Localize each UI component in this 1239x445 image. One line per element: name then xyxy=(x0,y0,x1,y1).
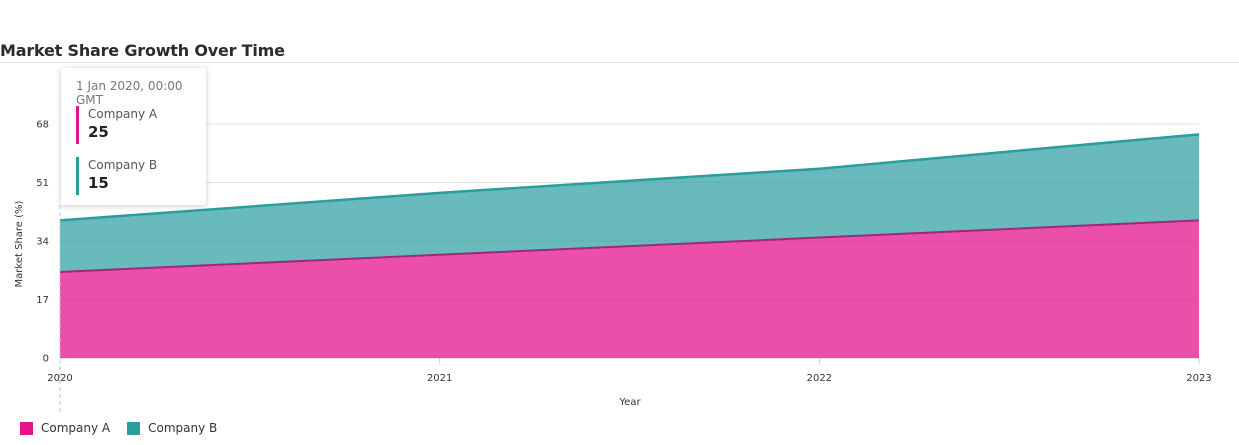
tooltip-color-bar xyxy=(76,106,79,144)
legend-label: Company B xyxy=(148,421,218,435)
tooltip-series-value: 25 xyxy=(88,123,109,141)
area-company-b[interactable] xyxy=(60,134,1199,272)
legend-swatch xyxy=(127,421,141,435)
legend-item-company-a[interactable]: Company A xyxy=(20,421,110,435)
area-company-a[interactable] xyxy=(60,220,1199,358)
tooltip-series-name: Company B xyxy=(88,158,158,172)
tooltip-color-bar xyxy=(76,157,79,195)
x-axis-title: Year xyxy=(618,397,641,408)
tooltip: 1 Jan 2020, 00:00 GMT Company A 25 Compa… xyxy=(61,68,206,205)
title-divider xyxy=(0,62,1239,63)
legend-swatch xyxy=(20,421,33,435)
tooltip-series-name: Company A xyxy=(88,107,158,121)
tooltip-series-value: 15 xyxy=(88,174,109,192)
y-tick-label: 17 xyxy=(36,295,49,306)
axis-ticks: 0 17 34 51 68 2020 2021 2022 2023 xyxy=(36,120,1211,385)
y-axis-title: Market Share (%) xyxy=(14,200,25,287)
legend-item-company-b[interactable]: Company B xyxy=(127,421,217,435)
y-tick-label: 68 xyxy=(36,120,49,131)
x-tick-label: 2022 xyxy=(807,373,832,384)
x-tick-label: 2021 xyxy=(427,373,452,384)
line-company-b xyxy=(59,133,1200,222)
line-company-a xyxy=(59,219,1200,273)
legend: Company A Company B xyxy=(20,421,234,435)
y-tick-label: 0 xyxy=(43,354,49,365)
x-tick-label: 2023 xyxy=(1186,373,1211,384)
legend-label: Company A xyxy=(41,421,111,435)
series-areas xyxy=(59,133,1200,358)
x-tick-label: 2020 xyxy=(47,373,72,384)
tooltip-date: 1 Jan 2020, 00:00 GMT xyxy=(76,79,183,107)
y-tick-label: 51 xyxy=(36,178,49,189)
y-tick-label: 34 xyxy=(36,237,49,248)
chart-title: Market Share Growth Over Time xyxy=(0,41,285,60)
tooltip-row-company-a: Company A 25 xyxy=(76,106,157,144)
tooltip-row-company-b: Company B 15 xyxy=(76,157,157,195)
